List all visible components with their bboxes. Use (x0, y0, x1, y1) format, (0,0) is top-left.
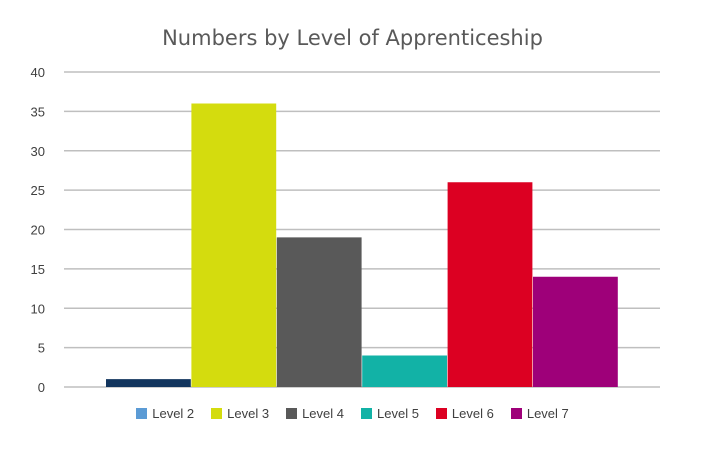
legend-item-level-4: Level 4 (286, 406, 344, 421)
legend-label: Level 4 (302, 406, 344, 421)
legend-label: Level 2 (152, 406, 195, 421)
bar-level-4 (276, 237, 362, 387)
bar-level-5 (362, 355, 447, 387)
legend-swatch (211, 408, 223, 419)
y-tick-label: 40 (31, 65, 45, 80)
legend-item-level-7: Level 7 (510, 406, 569, 421)
y-tick-label: 30 (31, 144, 45, 159)
bar-level-7 (533, 276, 618, 387)
legend: Level 2 Level 3 Level 4 Level 5 Level 6 Level… (0, 406, 705, 421)
legend-label: Level 7 (526, 406, 569, 421)
bar-level-3 (191, 103, 277, 387)
legend-item-level-3: Level 3 (211, 406, 269, 421)
legend-swatch (361, 408, 372, 419)
y-tick-label: 35 (31, 104, 45, 119)
legend-swatch (510, 408, 522, 419)
legend-swatch (435, 408, 447, 419)
y-tick-label: 10 (31, 301, 45, 316)
bar-level-6 (447, 182, 533, 387)
legend-label: Level 3 (227, 406, 270, 421)
legend-label: Level 5 (377, 406, 419, 421)
legend-item-level-2: Level 2 (136, 406, 194, 421)
legend-label: Level 6 (451, 406, 494, 421)
y-tick-label: 15 (31, 262, 45, 277)
legend-item-level-5: Level 5 (361, 406, 419, 421)
legend-swatch (136, 408, 148, 419)
y-tick-label: 0 (38, 380, 45, 395)
y-tick-label: 20 (31, 223, 45, 238)
chart-title: Numbers by Level of Apprenticeship (162, 26, 543, 50)
legend-swatch (286, 408, 298, 419)
y-tick-label: 5 (38, 341, 45, 356)
bar-level-2 (106, 379, 191, 387)
legend-item-level-6: Level 6 (435, 406, 494, 421)
y-tick-label: 25 (31, 183, 45, 198)
